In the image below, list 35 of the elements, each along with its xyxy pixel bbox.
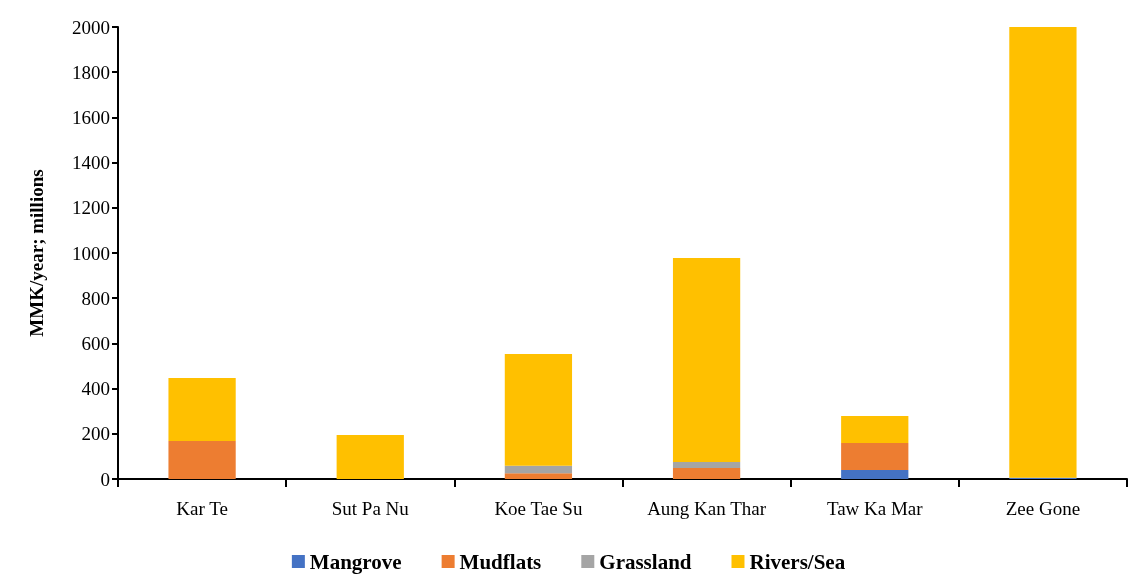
bar: [672, 462, 741, 468]
y-tick-label: 0: [100, 468, 110, 490]
y-tick-label: 200: [81, 423, 110, 445]
legend-label: Grassland: [599, 549, 692, 574]
bar: [841, 469, 909, 479]
y-tick-label: 1600: [72, 106, 110, 128]
bar: [672, 257, 741, 463]
x-tick-label: Taw Ka Mar: [826, 498, 924, 519]
bar: [841, 415, 909, 444]
y-tick-label: 800: [81, 287, 110, 309]
y-axis-title: MMK/year; millions: [26, 169, 47, 337]
y-tick-label: 400: [81, 378, 110, 400]
y-tick-label: 1000: [72, 242, 110, 264]
x-tick-label: Zee Gone: [1005, 498, 1081, 519]
y-tick-label: 1400: [72, 152, 110, 174]
x-tick-label: Aung Kan Thar: [647, 498, 767, 519]
bar: [168, 441, 236, 479]
y-tick-label: 600: [81, 332, 110, 354]
bar: [504, 354, 573, 466]
bar: [168, 377, 236, 442]
legend-label: Rivers/Sea: [749, 549, 846, 574]
legend-label: Mangrove: [309, 549, 402, 574]
y-tick-label: 2000: [72, 16, 110, 38]
bar: [841, 443, 909, 470]
y-tick-label: 1200: [72, 197, 110, 219]
legend-label: Mudflats: [459, 549, 542, 574]
x-tick-label: Sut Pa Nu: [331, 498, 410, 519]
bar: [336, 434, 404, 479]
x-tick-label: Koe Tae Su: [494, 498, 583, 519]
bar: [1009, 27, 1077, 478]
bar: [504, 473, 573, 479]
x-tick-label: Kar Te: [176, 498, 228, 519]
bar: [672, 467, 741, 479]
y-tick-label: 1800: [72, 61, 110, 83]
bar: [504, 465, 573, 474]
